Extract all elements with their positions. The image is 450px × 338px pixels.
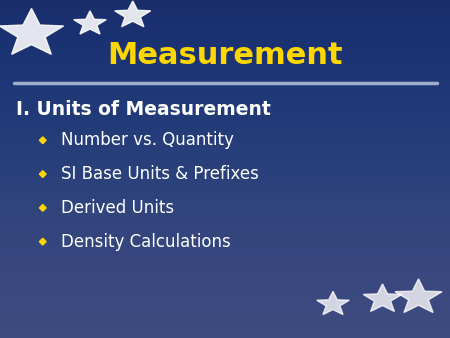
Text: Number vs. Quantity: Number vs. Quantity [61, 131, 234, 149]
Polygon shape [39, 238, 46, 245]
Polygon shape [317, 291, 349, 315]
Polygon shape [363, 284, 402, 311]
Polygon shape [39, 204, 46, 211]
Text: Density Calculations: Density Calculations [61, 233, 230, 251]
Text: Derived Units: Derived Units [61, 199, 174, 217]
Text: I. Units of Measurement: I. Units of Measurement [16, 100, 270, 119]
Polygon shape [115, 1, 151, 27]
Polygon shape [395, 279, 442, 312]
Text: SI Base Units & Prefixes: SI Base Units & Prefixes [61, 165, 259, 183]
Polygon shape [39, 137, 46, 144]
Polygon shape [0, 8, 63, 54]
Polygon shape [74, 11, 106, 34]
Polygon shape [39, 171, 46, 177]
Text: Measurement: Measurement [107, 41, 343, 70]
